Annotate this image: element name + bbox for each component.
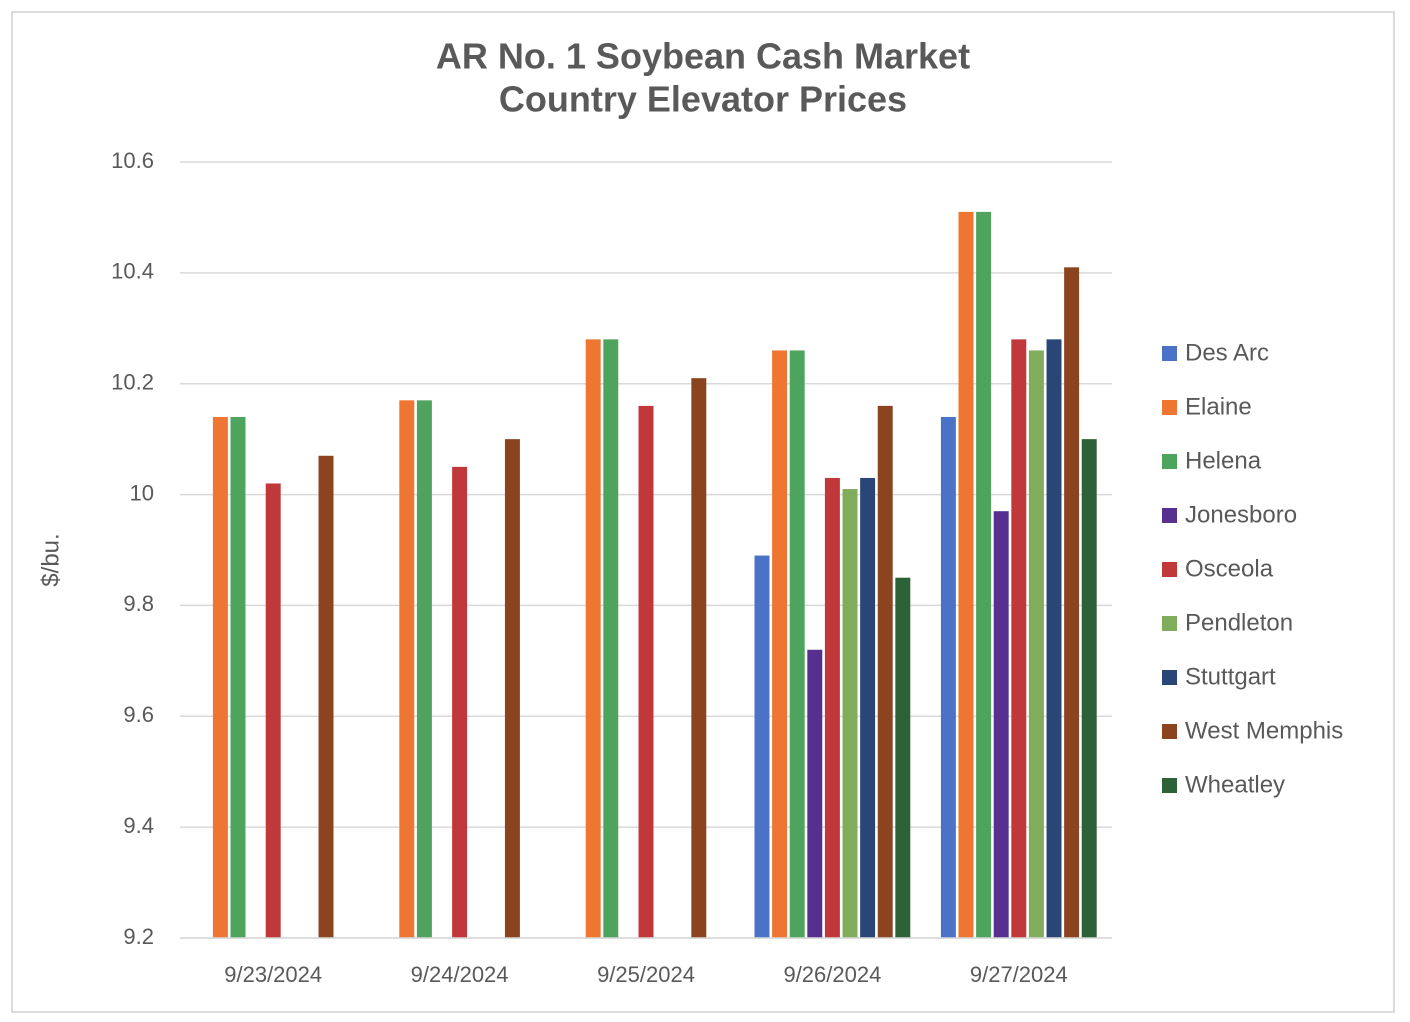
x-tick-label: 9/23/2024 — [224, 962, 322, 987]
y-tick-label: 9.8 — [123, 591, 154, 616]
y-tick-label: 10 — [130, 480, 154, 505]
bar — [416, 400, 432, 938]
bar — [1028, 350, 1044, 938]
bar — [230, 416, 246, 938]
legend-swatch — [1162, 346, 1177, 361]
bar — [789, 350, 805, 938]
bar — [318, 455, 334, 938]
legend-label: Osceola — [1185, 555, 1274, 582]
bar — [1011, 339, 1027, 938]
bar — [940, 416, 956, 938]
legend-label: Pendleton — [1185, 609, 1293, 636]
bar — [976, 211, 992, 938]
bar — [638, 405, 654, 938]
y-tick-label: 9.6 — [123, 702, 154, 727]
y-tick-label: 9.4 — [123, 813, 154, 838]
x-tick-label: 9/25/2024 — [597, 962, 695, 987]
legend-label: Stuttgart — [1185, 663, 1276, 690]
bar — [399, 400, 415, 938]
legend-swatch — [1162, 400, 1177, 415]
bar — [1081, 439, 1097, 938]
legend-swatch — [1162, 454, 1177, 469]
legend-label: Elaine — [1185, 393, 1252, 420]
bar — [860, 477, 876, 938]
legend-swatch — [1162, 724, 1177, 739]
x-tick-label: 9/24/2024 — [411, 962, 509, 987]
chart-title: AR No. 1 Soybean Cash Market — [436, 36, 970, 77]
bar — [504, 439, 520, 938]
bar — [691, 378, 707, 939]
legend-label: Des Arc — [1185, 339, 1269, 366]
legend-label: Jonesboro — [1185, 501, 1297, 528]
bar — [265, 483, 281, 938]
legend-swatch — [1162, 778, 1177, 793]
legend-label: Helena — [1185, 447, 1262, 474]
bar — [212, 416, 228, 938]
y-tick-label: 10.4 — [111, 259, 154, 284]
bar — [993, 511, 1009, 938]
bar — [895, 577, 911, 938]
legend-swatch — [1162, 670, 1177, 685]
y-tick-label: 9.2 — [123, 924, 154, 949]
bar — [842, 489, 858, 938]
y-axis-label: $/bu. — [37, 533, 64, 586]
x-tick-label: 9/27/2024 — [970, 962, 1068, 987]
bar — [877, 405, 893, 938]
bar — [754, 555, 770, 938]
y-tick-label: 10.6 — [111, 148, 154, 173]
legend-swatch — [1162, 508, 1177, 523]
bar — [824, 477, 840, 938]
bar — [1064, 267, 1080, 938]
bar — [772, 350, 788, 938]
legend-swatch — [1162, 562, 1177, 577]
bar — [958, 211, 974, 938]
y-tick-label: 10.2 — [111, 370, 154, 395]
bar — [603, 339, 619, 938]
bar — [585, 339, 601, 938]
bar — [1046, 339, 1062, 938]
legend-label: West Memphis — [1185, 717, 1343, 744]
bar — [452, 466, 468, 938]
x-tick-label: 9/26/2024 — [783, 962, 881, 987]
legend-label: Wheatley — [1185, 771, 1285, 798]
legend-swatch — [1162, 616, 1177, 631]
bar — [807, 649, 823, 938]
chart-subtitle: Country Elevator Prices — [499, 79, 907, 120]
